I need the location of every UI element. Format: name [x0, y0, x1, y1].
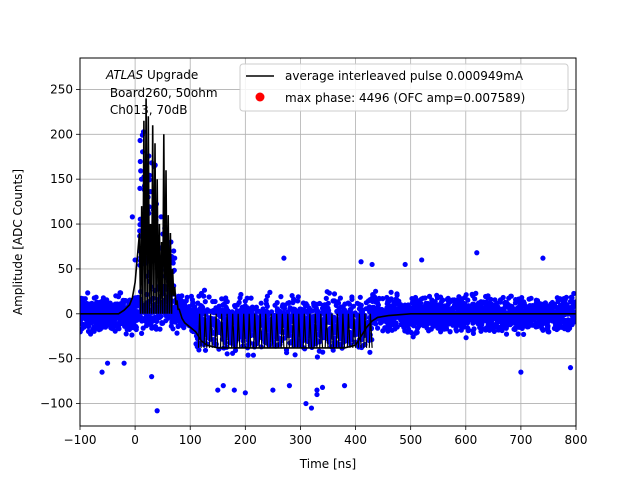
average-pulse-line-group: [80, 98, 576, 349]
scatter-outlier-point: [154, 408, 160, 414]
scatter-outlier-point: [314, 387, 320, 393]
scatter-noise-band: [80, 129, 576, 360]
average-pulse-ringing: [197, 313, 373, 348]
annotation-atlas: ATLAS: [105, 68, 144, 82]
y-tick-label: 200: [50, 127, 73, 141]
x-axis-label: Time [ns]: [299, 457, 356, 471]
y-axis-label: Amplitude [ADC Counts]: [11, 169, 25, 315]
plot-frame: [79, 57, 577, 427]
x-tick-label: 600: [454, 433, 477, 447]
scatter-outlier-point: [220, 383, 226, 389]
annotation-upgrade: Upgrade: [143, 68, 198, 82]
x-tick-label: 800: [565, 433, 588, 447]
average-pulse-line: [80, 98, 576, 349]
y-tick-label: 150: [50, 172, 73, 186]
scatter-outlier-point: [281, 255, 287, 261]
legend: average interleaved pulse 0.000949mA max…: [239, 63, 569, 112]
x-tick-label: 500: [399, 433, 422, 447]
scatter-outlier-point: [402, 261, 408, 268]
scatter-outlier-point: [314, 391, 320, 398]
y-tick-label: 0: [65, 307, 73, 321]
y-tick-label: 250: [50, 82, 73, 96]
x-tick-label: 100: [179, 433, 202, 447]
scatter-outlier-point: [319, 384, 326, 391]
y-tick-label: 100: [50, 217, 73, 231]
x-axis-ticks: −100 0 100 200 300 400 500 600 700 800: [64, 426, 588, 447]
scatter-outlier-point: [231, 387, 237, 393]
scatter-outlier-point: [242, 390, 248, 396]
scatter-outlier-point: [99, 369, 105, 375]
scatter-outlier-point: [121, 360, 127, 366]
scatter-outlier-point: [215, 387, 221, 393]
scatter-outlier-point: [104, 360, 111, 366]
y-axis-ticks: −100 −50 0 50 100 150 200 250: [40, 82, 80, 411]
scatter-outlier-point: [369, 261, 375, 268]
y-tick-label: −50: [48, 352, 73, 366]
scatter-points: [80, 129, 576, 414]
x-tick-label: −100: [64, 433, 97, 447]
x-tick-label: 700: [509, 433, 532, 447]
y-tick-label: 50: [58, 262, 73, 276]
scatter-outlier-point: [474, 250, 480, 256]
scatter-outlier-point: [518, 369, 524, 375]
x-tick-label: 200: [234, 433, 257, 447]
scatter-outlier-point: [419, 257, 425, 263]
scatter-outlier-point: [341, 383, 348, 389]
x-tick-label: 300: [289, 433, 312, 447]
scatter-outlier-point: [129, 214, 135, 220]
legend-label-average: average interleaved pulse 0.000949mA: [285, 69, 524, 83]
legend-frame: [239, 63, 569, 112]
scatter-outlier-point: [540, 255, 546, 261]
legend-label-maxphase: max phase: 4496 (OFC amp=0.007589): [285, 91, 525, 105]
x-tick-label: 0: [131, 433, 139, 447]
scatter-outlier-point: [358, 259, 364, 265]
scatter-outlier-point: [149, 374, 155, 380]
annotation-box: ATLAS Upgrade Board260, 50ohm Ch013, 70d…: [105, 68, 218, 117]
annotation-channel: Ch013, 70dB: [106, 103, 187, 117]
x-tick-label: 400: [344, 433, 367, 447]
legend-marker-swatch: [255, 92, 265, 102]
scatter-outlier-point: [303, 400, 309, 407]
scatter-outlier-point: [308, 405, 315, 411]
scatter-outlier-point: [270, 387, 276, 393]
scatter-outlier-point: [567, 365, 574, 371]
svg-text:ATLAS Upgrade: ATLAS Upgrade: [105, 68, 198, 82]
scatter-outlier-point: [171, 248, 177, 254]
annotation-board: Board260, 50ohm: [106, 86, 218, 100]
scatter-outlier-point: [286, 383, 293, 389]
y-tick-label: −100: [40, 397, 73, 411]
